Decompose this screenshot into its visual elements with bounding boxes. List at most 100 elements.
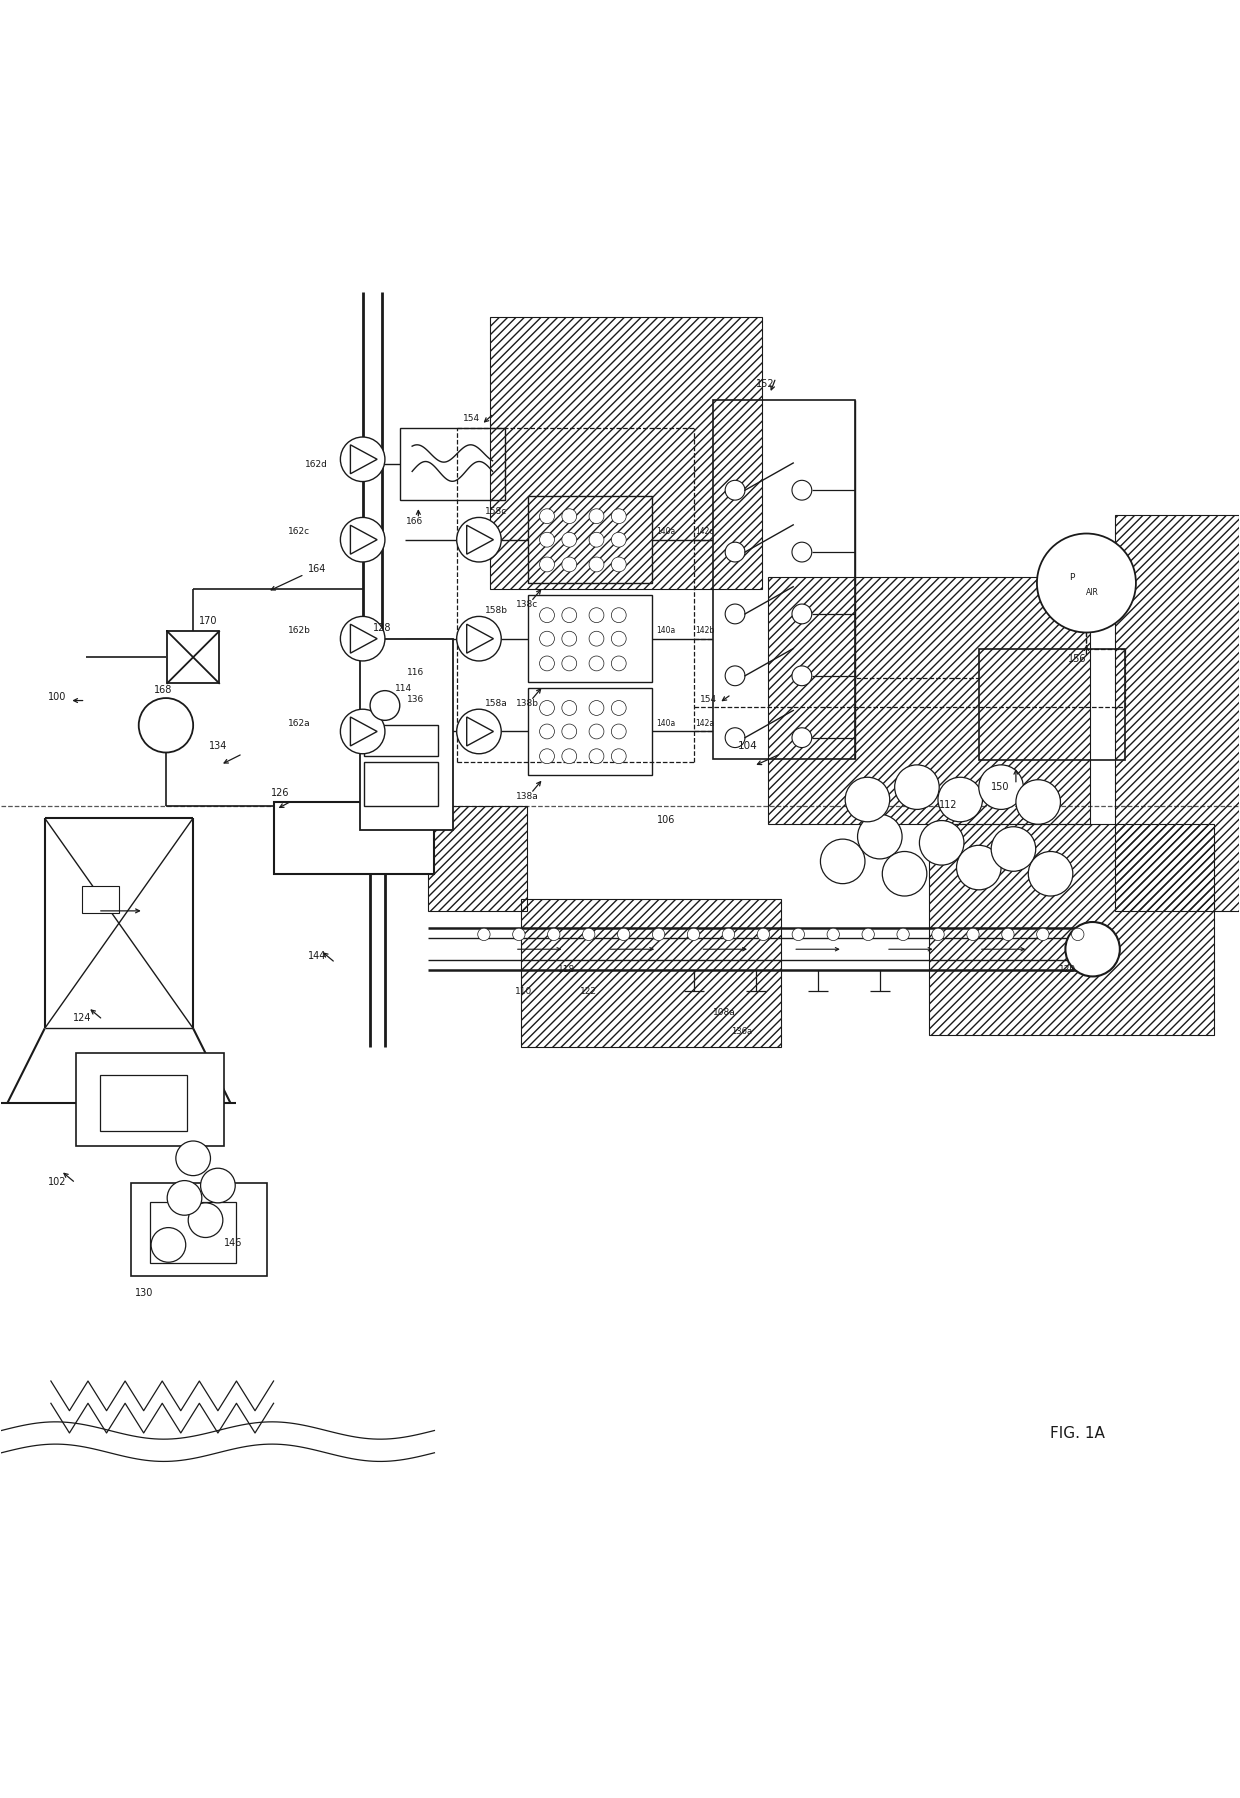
Circle shape: [188, 1203, 223, 1237]
Circle shape: [611, 656, 626, 671]
Circle shape: [725, 482, 745, 502]
Circle shape: [792, 728, 812, 748]
Circle shape: [919, 822, 963, 865]
Text: 120: 120: [1059, 964, 1076, 973]
Text: 156: 156: [1068, 654, 1086, 663]
Bar: [1084, 931, 1106, 969]
Bar: [274, 802, 434, 874]
Circle shape: [539, 608, 554, 624]
Circle shape: [589, 750, 604, 764]
Text: 128: 128: [372, 624, 391, 633]
Circle shape: [562, 557, 577, 572]
Circle shape: [862, 930, 874, 940]
Circle shape: [341, 437, 384, 482]
Bar: [769, 577, 1090, 825]
Bar: [363, 726, 438, 757]
Circle shape: [991, 827, 1035, 872]
Circle shape: [758, 930, 770, 940]
Text: 140a: 140a: [656, 717, 675, 726]
Circle shape: [539, 701, 554, 716]
Circle shape: [858, 814, 901, 859]
Text: 162c: 162c: [289, 527, 310, 536]
Circle shape: [562, 509, 577, 525]
Text: 118: 118: [558, 964, 575, 973]
Circle shape: [562, 608, 577, 624]
Text: AIR: AIR: [1086, 588, 1099, 597]
Bar: [363, 762, 438, 806]
Bar: [528, 597, 652, 683]
Circle shape: [1037, 534, 1136, 633]
Text: 144: 144: [309, 951, 326, 960]
Bar: [428, 590, 1121, 912]
Text: 138b: 138b: [516, 698, 539, 707]
Text: 164: 164: [309, 565, 326, 574]
Circle shape: [618, 930, 630, 940]
Bar: [1115, 516, 1239, 912]
Circle shape: [897, 930, 909, 940]
Circle shape: [827, 930, 839, 940]
Bar: [428, 806, 527, 912]
Bar: [713, 401, 856, 759]
Circle shape: [151, 1228, 186, 1262]
Text: 158c: 158c: [485, 507, 507, 516]
Circle shape: [562, 725, 577, 739]
Text: 140a: 140a: [656, 626, 675, 635]
Text: 154: 154: [701, 694, 718, 703]
Bar: [490, 318, 763, 590]
Text: 124: 124: [73, 1012, 92, 1023]
Circle shape: [687, 930, 699, 940]
Circle shape: [539, 631, 554, 647]
Circle shape: [548, 930, 560, 940]
Circle shape: [611, 532, 626, 548]
Circle shape: [589, 532, 604, 548]
Circle shape: [589, 656, 604, 671]
Text: 100: 100: [48, 690, 67, 701]
Circle shape: [562, 750, 577, 764]
Text: 126: 126: [272, 788, 290, 798]
Bar: [399, 430, 505, 502]
Circle shape: [1071, 930, 1084, 940]
Circle shape: [725, 667, 745, 687]
Circle shape: [539, 656, 554, 671]
Text: 122: 122: [580, 987, 598, 996]
Circle shape: [456, 518, 501, 563]
Text: 166: 166: [405, 516, 423, 525]
Text: 162b: 162b: [289, 626, 311, 635]
Circle shape: [937, 779, 982, 822]
Text: 162a: 162a: [289, 717, 311, 726]
Bar: [929, 825, 1214, 1036]
Circle shape: [562, 532, 577, 548]
Circle shape: [611, 725, 626, 739]
Circle shape: [931, 930, 944, 940]
Circle shape: [611, 701, 626, 716]
Text: 108a: 108a: [713, 1007, 735, 1016]
Bar: [528, 496, 652, 584]
Text: 114: 114: [394, 683, 412, 692]
Text: 142a: 142a: [696, 717, 714, 726]
Text: 102: 102: [48, 1176, 67, 1187]
Text: 138c: 138c: [516, 599, 538, 608]
Circle shape: [589, 631, 604, 647]
Circle shape: [562, 701, 577, 716]
Circle shape: [1016, 780, 1060, 825]
Circle shape: [589, 725, 604, 739]
Bar: [76, 1054, 224, 1147]
Circle shape: [1002, 930, 1014, 940]
Circle shape: [589, 608, 604, 624]
Circle shape: [725, 543, 745, 563]
Circle shape: [792, 930, 805, 940]
Circle shape: [201, 1169, 236, 1203]
Circle shape: [611, 509, 626, 525]
Circle shape: [978, 766, 1023, 809]
Circle shape: [725, 728, 745, 748]
Circle shape: [956, 845, 1001, 890]
Circle shape: [895, 766, 939, 809]
Circle shape: [967, 930, 980, 940]
Bar: [360, 640, 453, 831]
Circle shape: [589, 701, 604, 716]
Circle shape: [539, 557, 554, 572]
Circle shape: [846, 779, 890, 822]
Text: 110: 110: [515, 987, 532, 996]
Circle shape: [167, 1181, 202, 1215]
Text: 150: 150: [991, 782, 1009, 791]
